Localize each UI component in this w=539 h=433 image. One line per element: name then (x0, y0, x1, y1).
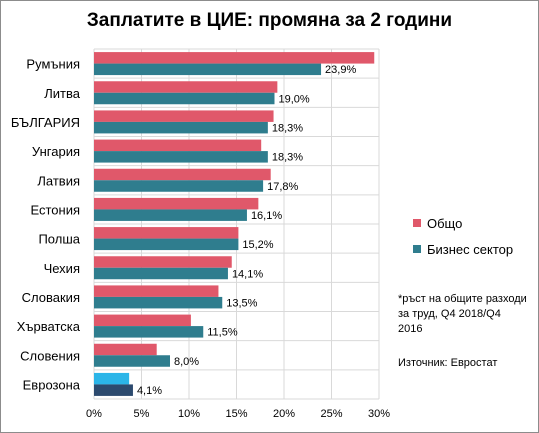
category-label: Еврозона (23, 377, 81, 392)
bar-total (94, 52, 375, 64)
legend-item-total: Общо (413, 214, 513, 232)
grid-lines (93, 48, 380, 400)
category-label: Унгария (32, 144, 80, 159)
category-labels: Румъния Литва БЪЛГАРИЯ Унгария Латвия Естония… (11, 57, 81, 393)
bars (94, 52, 375, 396)
x-tick-label: 20% (273, 408, 295, 420)
category-label: Хърватска (17, 319, 81, 334)
bar-business (94, 180, 264, 192)
bar-total (94, 256, 232, 268)
bar-business (94, 63, 322, 76)
bar-business (94, 384, 133, 396)
x-tick-label: 0% (86, 408, 102, 420)
bar-total (94, 81, 278, 93)
x-tick-label: 5% (134, 408, 150, 420)
category-label: Словения (20, 348, 80, 363)
legend-swatch-business (413, 245, 421, 253)
data-label: 16,1% (251, 210, 282, 222)
x-tick-labels: 0% 5% 10% 15% 20% 25% 30% (86, 408, 390, 420)
data-label: 15,2% (242, 239, 273, 251)
legend: Общо Бизнес сектор (413, 214, 513, 266)
category-label: Литва (44, 86, 81, 101)
bar-business (94, 238, 239, 251)
x-tick-label: 10% (178, 408, 200, 420)
bar-business (94, 326, 204, 338)
bar-business (94, 151, 268, 163)
footnote: *ръст на общите разходи за труд, Q4 2018… (398, 293, 527, 335)
bar-business (94, 355, 170, 367)
bar-total (94, 110, 274, 122)
data-label: 18,3% (272, 122, 303, 134)
legend-item-business: Бизнес сектор (413, 240, 513, 258)
legend-swatch-total (413, 219, 421, 227)
category-label: Чехия (44, 261, 80, 276)
data-labels: 23,9% 19,0% 18,3% 18,3% 17,8% 16,1% 15,2% 14,1%… (137, 64, 357, 397)
bar-business (94, 92, 275, 105)
x-tick-label: 15% (225, 408, 247, 420)
x-tick-label: 30% (368, 408, 390, 420)
bar-total (94, 372, 130, 385)
category-label: Словакия (22, 290, 80, 305)
bar-total (94, 227, 239, 239)
data-label: 4,1% (137, 385, 162, 397)
legend-label-total: Общо (427, 215, 463, 231)
bar-business (94, 209, 247, 221)
x-tick-label: 25% (320, 408, 342, 420)
bar-total (94, 343, 157, 356)
data-label: 14,1% (232, 268, 263, 280)
bar-total (94, 139, 262, 152)
bar-business (94, 296, 223, 309)
bar-total (94, 314, 191, 327)
bar-business (94, 121, 268, 134)
data-label: 17,8% (267, 181, 298, 193)
category-label: Румъния (26, 57, 80, 72)
category-label: Естония (30, 202, 80, 217)
category-label: Латвия (37, 173, 80, 188)
bar-business (94, 267, 228, 280)
data-label: 19,0% (279, 93, 310, 105)
bar-total (94, 168, 271, 181)
data-label: 8,0% (174, 356, 199, 368)
data-label: 18,3% (272, 152, 303, 164)
category-label: БЪЛГАРИЯ (11, 115, 80, 130)
bar-total (94, 285, 219, 297)
legend-label-business: Бизнес сектор (427, 241, 514, 257)
bar-total (94, 197, 259, 210)
data-label: 13,5% (226, 297, 257, 309)
data-label: 23,9% (325, 64, 356, 76)
source-note: Източник: Евростат (398, 357, 498, 369)
data-label: 11,5% (207, 327, 238, 339)
category-label: Полша (38, 232, 80, 247)
chart-title: Заплатите в ЦИЕ: промяна за 2 години (86, 10, 453, 31)
